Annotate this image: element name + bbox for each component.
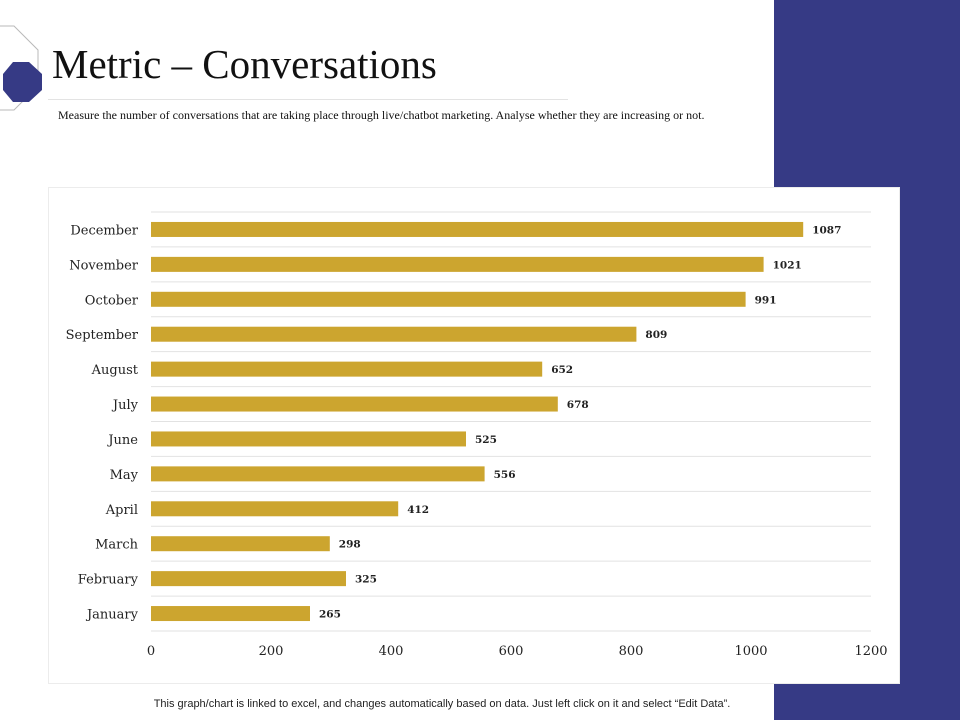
category-label: April [105,503,138,518]
x-tick-label: 600 [499,644,524,659]
bar-june [151,431,466,447]
value-label: 1087 [812,224,841,236]
category-label: October [85,293,139,308]
bar-march [151,536,330,552]
category-label: February [78,573,139,588]
bar-november [151,256,764,272]
value-label: 652 [551,364,573,376]
value-label: 412 [407,504,429,516]
value-label: 556 [494,469,516,481]
chart-panel[interactable]: December 1087 November 1021 October 991 Septem… [48,187,900,684]
x-tick-label: 200 [259,644,284,659]
footer-note: This graph/chart is linked to excel, and… [153,698,731,710]
value-label: 525 [475,434,497,446]
value-label: 265 [319,609,341,621]
bar-may [151,466,485,482]
bar-december [151,221,804,237]
page-title: Metric – Conversations [52,41,437,87]
x-tick-label: 400 [379,644,404,659]
bar-april [151,501,399,517]
octagon-badge-icon [3,62,42,102]
value-label: 298 [339,539,361,551]
bar-february [151,571,346,587]
value-label: 1021 [773,259,802,271]
category-label: July [111,398,139,413]
category-label: January [85,608,139,623]
bar-chart[interactable]: December 1087 November 1021 October 991 Septem… [49,188,901,685]
category-label: June [106,433,138,448]
bar-july [151,396,558,412]
title-divider [48,99,568,100]
octagon-decoration-icon [0,25,42,111]
bar-october [151,291,746,307]
category-label: September [66,328,139,343]
x-tick-label: 800 [619,644,644,659]
x-tick-label: 1000 [734,644,767,659]
x-tick-label: 1200 [854,644,887,659]
category-label: December [70,223,138,238]
category-label: November [69,258,139,273]
x-tick-label: 0 [147,644,155,659]
value-label: 991 [755,294,777,306]
category-label: May [110,468,139,483]
page-description: Measure the number of conversations that… [58,108,705,122]
bar-august [151,361,543,377]
category-label: August [91,363,139,378]
category-label: March [95,538,139,553]
value-label: 809 [645,329,667,341]
bar-september [151,326,637,342]
bar-january [151,606,310,622]
value-label: 678 [567,399,589,411]
value-label: 325 [355,574,377,586]
